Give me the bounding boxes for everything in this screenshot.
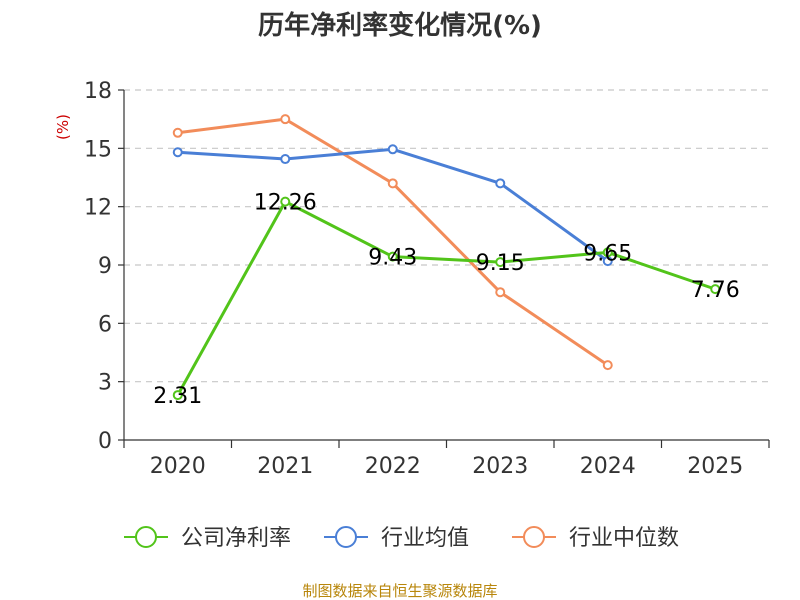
legend-item-1[interactable]: 公司净利率 [124, 526, 291, 551]
legend-label: 行业均值 [381, 526, 469, 551]
axes: 0 3 6 9 12 15 18 2020 2021 2022 2023 2024 2025 [84, 79, 770, 479]
y-tick-label: 3 [98, 371, 112, 396]
data-point[interactable] [172, 390, 183, 401]
y-tick-label: 15 [84, 137, 112, 162]
legend-marker [335, 526, 357, 548]
legend: 公司净利率 行业均值 行业中位数 [124, 526, 679, 551]
data-point[interactable] [495, 178, 506, 189]
series-line [176, 200, 716, 396]
series-1 [172, 196, 721, 401]
series-3 [172, 114, 613, 371]
data-point[interactable] [387, 178, 398, 189]
data-point[interactable] [710, 284, 721, 295]
y-tick-label: 9 [98, 254, 112, 279]
legend-item-3[interactable]: 行业中位数 [512, 526, 679, 551]
y-tick-label: 6 [98, 312, 112, 337]
source-note: 制图数据来自恒生聚源数据库 [302, 582, 497, 600]
chart-title: 历年净利率变化情况(%) [258, 10, 542, 41]
data-point[interactable] [172, 127, 183, 138]
data-point[interactable] [280, 114, 291, 125]
data-label: 9.43 [368, 246, 417, 271]
legend-marker [135, 526, 157, 548]
data-point[interactable] [602, 247, 613, 258]
y-tick-label: 18 [84, 79, 112, 104]
data-point[interactable] [387, 251, 398, 262]
y-axis-label: (%) [54, 114, 72, 140]
data-point[interactable] [602, 360, 613, 371]
x-tick-label: 2021 [257, 454, 313, 479]
x-tick-label: 2024 [580, 454, 636, 479]
data-point[interactable] [387, 144, 398, 155]
data-point[interactable] [495, 287, 506, 298]
data-point[interactable] [280, 154, 291, 165]
y-tick-label: 0 [98, 429, 112, 454]
data-label: 2.31 [153, 384, 202, 409]
legend-item-2[interactable]: 行业均值 [324, 526, 469, 551]
data-point[interactable] [495, 257, 506, 268]
x-tick-label: 2023 [472, 454, 528, 479]
x-tick-label: 2020 [150, 454, 206, 479]
x-tick-label: 2025 [687, 454, 743, 479]
series-2 [172, 144, 613, 267]
y-tick-label: 12 [84, 196, 112, 221]
data-label: 12.26 [254, 191, 317, 216]
legend-label: 公司净利率 [181, 526, 291, 551]
x-tick-label: 2022 [365, 454, 421, 479]
legend-label: 行业中位数 [569, 526, 679, 551]
data-label: 9.65 [583, 241, 632, 266]
series-line [177, 147, 609, 263]
data-point[interactable] [172, 147, 183, 158]
series-group [172, 114, 721, 401]
data-labels: 2.31 12.26 9.43 9.15 9.65 7.76 [153, 191, 739, 409]
data-label: 9.15 [476, 251, 525, 276]
legend-marker [523, 526, 545, 548]
data-label: 7.76 [691, 278, 740, 303]
data-point[interactable] [280, 196, 291, 207]
grid-lines [124, 89, 769, 383]
